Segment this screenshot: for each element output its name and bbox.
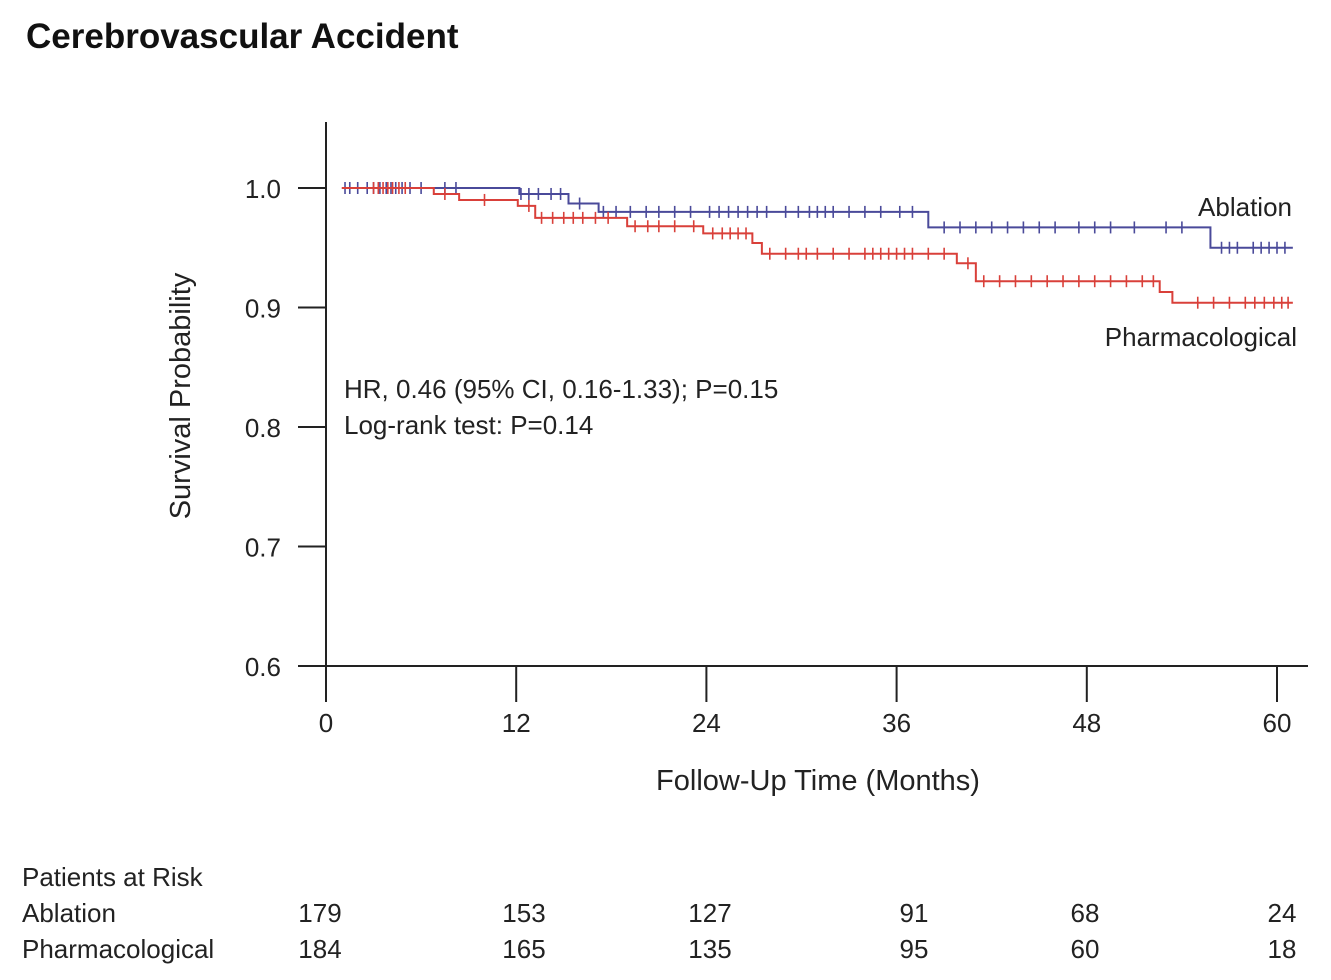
x-tick-label: 48 [1072, 708, 1101, 738]
risk-value: 179 [298, 898, 341, 928]
risk-value: 184 [298, 934, 341, 964]
risk-values: 179 153 127 91 68 24 184 165 135 95 60 18 [298, 898, 1296, 964]
risk-value: 60 [1071, 934, 1100, 964]
y-tick-label: 0.7 [245, 533, 281, 563]
x-tick-label: 0 [319, 708, 333, 738]
x-tick-label: 12 [502, 708, 531, 738]
risk-value: 91 [900, 898, 929, 928]
x-tick-label: 24 [692, 708, 721, 738]
risk-value: 127 [688, 898, 731, 928]
x-tick-label: 36 [882, 708, 911, 738]
risk-row-label-pharmacological: Pharmacological [22, 934, 214, 964]
risk-value: 18 [1268, 934, 1297, 964]
y-tick-label: 0.8 [245, 413, 281, 443]
survival-curve-ablation [341, 187, 1293, 249]
risk-value: 68 [1071, 898, 1100, 928]
logrank-annotation: Log-rank test: P=0.14 [344, 410, 593, 440]
x-axis-label: Follow-Up Time (Months) [656, 765, 980, 797]
y-axis-label: Survival Probability [165, 272, 197, 519]
risk-value: 95 [900, 934, 929, 964]
y-ticks: 0.6 0.7 0.8 0.9 1.0 [245, 174, 326, 682]
y-tick-label: 0.9 [245, 294, 281, 324]
risk-value: 165 [502, 934, 545, 964]
chart-title: Cerebrovascular Accident [26, 17, 459, 56]
risk-value: 24 [1268, 898, 1297, 928]
y-tick-label: 1.0 [245, 174, 281, 204]
x-tick-label: 60 [1263, 708, 1292, 738]
series-layer [341, 182, 1293, 309]
risk-row-label-ablation: Ablation [22, 898, 116, 928]
series-label-ablation: Ablation [1198, 192, 1292, 222]
plot-axes [325, 122, 1308, 667]
series-label-pharmacological: Pharmacological [1105, 322, 1297, 352]
risk-value: 135 [688, 934, 731, 964]
risk-table-title: Patients at Risk [22, 862, 204, 892]
hr-annotation: HR, 0.46 (95% CI, 0.16-1.33); P=0.15 [344, 374, 778, 404]
y-tick-label: 0.6 [245, 652, 281, 682]
risk-value: 153 [502, 898, 545, 928]
survival-curve-pharmacological [341, 187, 1293, 304]
x-ticks: 0 12 24 36 48 60 [319, 666, 1292, 738]
